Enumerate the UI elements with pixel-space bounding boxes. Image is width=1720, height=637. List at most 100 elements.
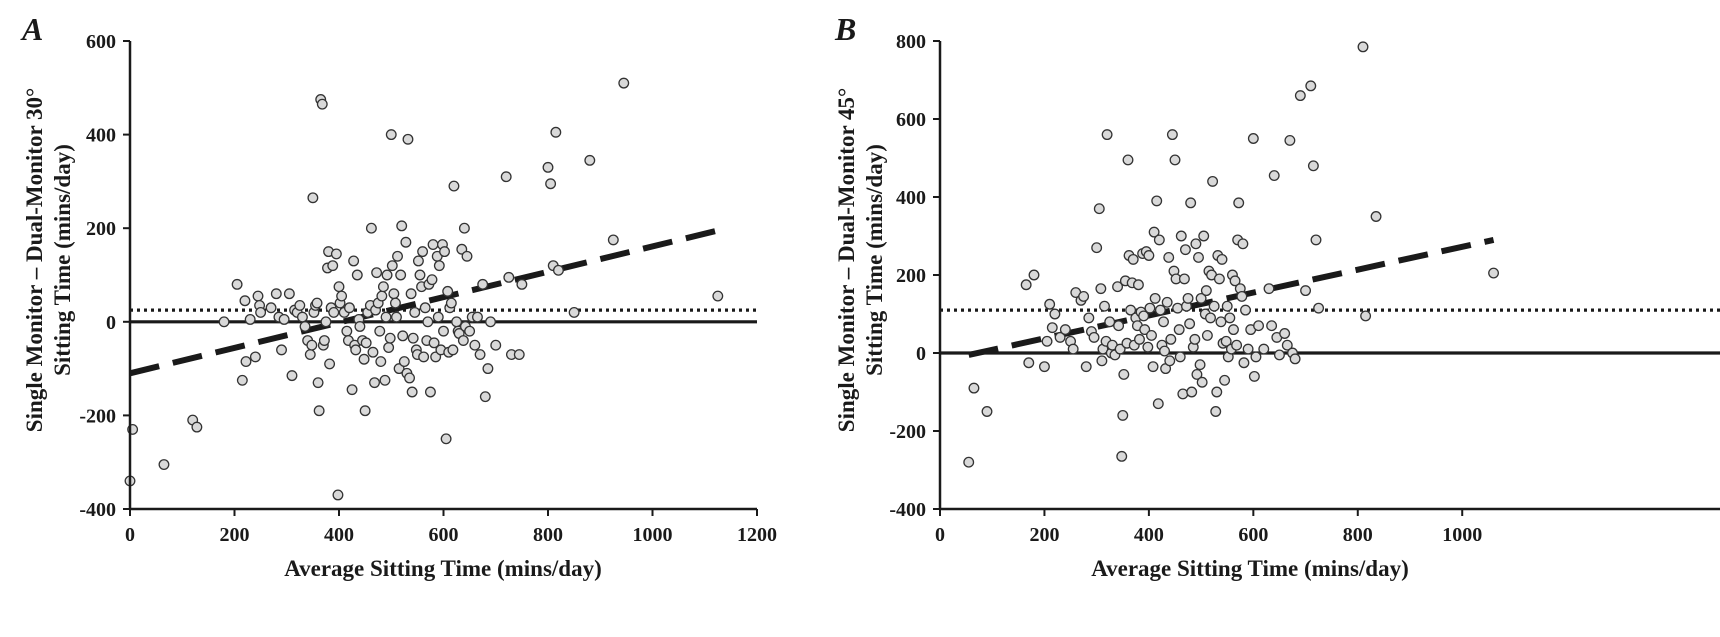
panel-b-data-point bbox=[1194, 359, 1206, 371]
panel-a-data-point bbox=[313, 405, 325, 417]
panel-b-data-point bbox=[1273, 349, 1285, 361]
panel-a-data-point bbox=[244, 314, 256, 325]
panel-b-data-point bbox=[1205, 312, 1216, 324]
panel-b-y-tick-label: -200 bbox=[889, 421, 926, 443]
panel-a-data-point bbox=[516, 278, 528, 290]
panel-b-data-point bbox=[1229, 275, 1241, 287]
panel-a-data-point bbox=[422, 316, 434, 328]
panel-b-x-tick-label: 400 bbox=[1134, 524, 1164, 546]
panel-a-data-point bbox=[367, 346, 379, 358]
panel-b-data-point bbox=[1114, 343, 1126, 355]
panel-a-data-point bbox=[379, 374, 391, 386]
panel-a-data-point bbox=[236, 374, 248, 386]
panel-a-data-point bbox=[299, 321, 311, 332]
panel-b-data-point bbox=[1116, 450, 1128, 462]
panel-a-data-point bbox=[381, 269, 393, 281]
panel-b-data-point bbox=[1200, 285, 1212, 297]
panel-a-x-tick-label: 400 bbox=[324, 524, 354, 546]
panel-b-y-tick-label: 400 bbox=[896, 187, 926, 209]
panel-a-data-point bbox=[312, 377, 324, 389]
panel-a-data-point bbox=[369, 377, 380, 389]
panel-b-data-point bbox=[1300, 285, 1312, 297]
panel-b-data-point bbox=[1099, 300, 1110, 312]
panel-a-data-point bbox=[461, 250, 473, 262]
panel-a-data-point bbox=[428, 337, 440, 349]
panel-b-data-point bbox=[1143, 250, 1155, 261]
panel-a-data-point bbox=[383, 342, 395, 353]
panel-b-data-point bbox=[1216, 253, 1228, 265]
panel-a-data-point bbox=[474, 349, 486, 361]
panel-a-data-point bbox=[286, 370, 298, 382]
panel-b-points bbox=[963, 41, 1500, 468]
panel-b-data-point bbox=[1201, 330, 1213, 341]
panel-a-data-point bbox=[359, 405, 371, 417]
panel-b-data-point bbox=[1219, 374, 1231, 386]
panel-a-data-point bbox=[307, 192, 319, 204]
panel-a: A -400 -200 0 200 400 600 0 200 400 600 800 1000 120… bbox=[20, 11, 777, 581]
panel-a-data-point bbox=[542, 161, 554, 173]
panel-a-data-point bbox=[158, 459, 170, 470]
panel-b-data-point bbox=[1041, 335, 1053, 347]
panel-a-data-point bbox=[553, 264, 564, 276]
panel-a-data-point bbox=[392, 250, 403, 262]
panel-a-data-point bbox=[402, 133, 414, 145]
panel-a-data-point bbox=[418, 351, 430, 363]
panel-b-data-point bbox=[1488, 267, 1500, 279]
panel-b-data-point bbox=[1215, 316, 1227, 328]
panel-b-ticks: -400 -200 0 200 400 600 800 0 200 400 600 800 1000 bbox=[889, 31, 1482, 546]
panel-b-data-point bbox=[1096, 355, 1108, 367]
panel-a-data-point bbox=[276, 344, 287, 356]
panel-b-data-point bbox=[1158, 316, 1169, 328]
panel-b-data-point bbox=[1117, 409, 1129, 421]
panel-b-data-point bbox=[1152, 398, 1164, 410]
panel-b-data-point bbox=[1088, 331, 1100, 343]
panel-b-data-point bbox=[1020, 279, 1032, 291]
panel-a-data-point bbox=[330, 248, 342, 260]
panel-a-regression-line bbox=[129, 227, 719, 377]
panel-b-x-tick-label: 200 bbox=[1029, 524, 1059, 546]
panel-a-x-tick-label: 200 bbox=[220, 524, 250, 546]
panel-a-data-point bbox=[545, 178, 557, 190]
panel-a-y-tick-label: -400 bbox=[79, 499, 116, 521]
panel-a-data-point bbox=[348, 255, 360, 267]
panel-a-data-point bbox=[231, 278, 243, 290]
panel-a-data-point bbox=[469, 339, 481, 351]
panel-a-y-tick-label: 200 bbox=[86, 218, 116, 240]
panel-b-data-point bbox=[963, 456, 975, 468]
panel-b-data-point bbox=[1224, 312, 1236, 324]
panel-b-data-point bbox=[1258, 343, 1270, 355]
panel-b-data-point bbox=[1220, 335, 1232, 347]
panel-b-data-point bbox=[1370, 211, 1382, 222]
panel-a-data-point bbox=[457, 335, 469, 346]
panel-b-data-point bbox=[1144, 302, 1156, 314]
panel-a-data-point bbox=[320, 316, 332, 328]
panel-a-data-point bbox=[400, 236, 412, 248]
panel-a-data-point bbox=[365, 222, 377, 234]
panel-a-data-point bbox=[218, 316, 230, 328]
panel-b-data-point bbox=[1190, 238, 1202, 250]
panel-a-data-point bbox=[482, 363, 494, 375]
panel-b-data-point bbox=[1169, 154, 1181, 166]
panel-a-data-point bbox=[360, 337, 372, 349]
panel-b-data-point bbox=[1284, 134, 1296, 146]
panel-a-data-point bbox=[255, 306, 267, 318]
panel-b-data-point bbox=[1149, 292, 1161, 304]
panel-a-data-point bbox=[405, 288, 417, 300]
panel-a-data-point bbox=[327, 260, 339, 272]
panel-b-data-point bbox=[1093, 203, 1105, 215]
panel-b-data-point bbox=[1360, 310, 1372, 322]
panel-b-data-point bbox=[1138, 310, 1150, 322]
panel-a-data-point bbox=[406, 386, 418, 398]
panel-a-data-point bbox=[389, 297, 401, 309]
panel-b-data-point bbox=[1221, 300, 1233, 312]
panel-b-data-point bbox=[1122, 154, 1134, 166]
panel-a-data-point bbox=[464, 325, 476, 337]
panel-a-data-point bbox=[278, 314, 290, 325]
panel-a-data-point bbox=[479, 391, 491, 403]
panel-b-data-point bbox=[1189, 333, 1201, 345]
panel-b-y-tick-label: 0 bbox=[916, 343, 926, 365]
panel-b-data-point bbox=[1196, 376, 1208, 388]
panel-b-data-point bbox=[1148, 226, 1160, 238]
panel-b-x-tick-label: 0 bbox=[935, 524, 945, 546]
panel-a-data-point bbox=[427, 239, 439, 251]
